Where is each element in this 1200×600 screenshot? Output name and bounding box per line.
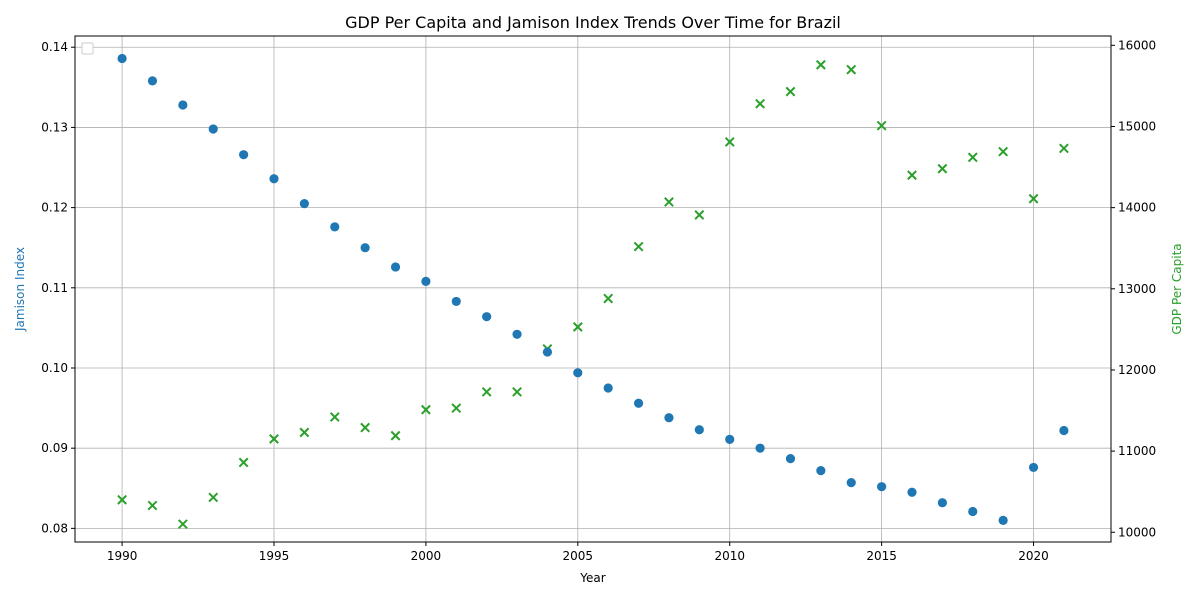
jamison-index-point (482, 312, 492, 322)
gdp-per-capita-point (694, 210, 705, 220)
jamison-index-point (603, 383, 613, 393)
gdp-per-capita-point (603, 293, 614, 304)
gdp-per-capita-point (724, 136, 735, 147)
x-tick-label: 2010 (714, 549, 745, 563)
jamison-index-point (390, 262, 401, 272)
y-left-tick-label: 0.11 (41, 281, 68, 295)
y-right-tick-label: 16000 (1118, 38, 1156, 52)
y-right-tick-label: 15000 (1118, 119, 1156, 133)
x-axis-label: Year (579, 571, 605, 585)
chart-title: GDP Per Capita and Jamison Index Trends … (345, 13, 841, 32)
jamison-index-point (512, 329, 522, 339)
y-left-tick-label: 0.14 (41, 40, 68, 54)
jamison-index-point (998, 515, 1008, 525)
gdp-per-capita-point (907, 170, 917, 181)
legend-box (81, 42, 94, 55)
gdp-per-capita-point (755, 98, 766, 109)
gdp-per-capita-point (117, 494, 127, 505)
jamison-index-point (147, 76, 158, 86)
gdp-per-capita-point (238, 457, 249, 468)
gdp-per-capita-series (117, 59, 1069, 530)
gdp-per-capita-point (998, 146, 1009, 157)
y-axis-right: 10000 11000 12000 13000 14000 15000 16000 (1111, 38, 1156, 539)
y-left-tick-label: 0.09 (41, 441, 68, 455)
jamison-index-point (846, 478, 856, 488)
jamison-index-point (330, 222, 340, 232)
jamison-index-point (664, 413, 674, 423)
gdp-per-capita-point (876, 120, 887, 131)
x-tick-label: 2005 (563, 549, 594, 563)
y-left-tick-label: 0.12 (41, 201, 68, 215)
jamison-index-point (1059, 425, 1069, 436)
y-right-tick-label: 10000 (1118, 525, 1156, 539)
gdp-per-capita-point (967, 152, 978, 163)
gdp-per-capita-point (572, 322, 583, 332)
jamison-index-point (937, 498, 947, 508)
gdp-per-capita-point (299, 427, 310, 438)
gdp-per-capita-point (329, 412, 340, 422)
y-right-tick-label: 11000 (1118, 444, 1156, 458)
x-tick-label: 2000 (411, 549, 442, 563)
jamison-index-point (360, 243, 370, 253)
gdp-per-capita-point (360, 422, 371, 433)
gdp-per-capita-point (1028, 193, 1039, 204)
jamison-index-point (299, 198, 309, 209)
y-left-tick-label: 0.08 (41, 521, 68, 535)
y-axis-left-label: Jamison Index (13, 247, 27, 332)
jamison-index-point (269, 174, 279, 184)
jamison-index-point (208, 124, 218, 134)
gdp-per-capita-point (512, 386, 522, 397)
jamison-index-series (117, 53, 1069, 525)
jamison-index-point (816, 466, 826, 476)
x-tick-label: 1990 (107, 549, 138, 563)
jamison-index-point (785, 454, 796, 464)
gdp-per-capita-point (846, 64, 857, 75)
y-right-tick-label: 13000 (1118, 282, 1156, 296)
y-left-tick-label: 0.13 (41, 120, 68, 134)
grid (75, 36, 1111, 542)
jamison-index-point (694, 425, 704, 435)
y-right-tick-label: 12000 (1118, 363, 1156, 377)
jamison-index-point (117, 53, 127, 64)
jamison-index-point (725, 434, 735, 444)
jamison-index-point (451, 296, 461, 307)
jamison-index-point (968, 506, 978, 517)
jamison-index-point (573, 368, 583, 378)
x-tick-label: 2015 (866, 549, 897, 563)
x-axis: 1990 1995 2000 2005 2010 2015 2020 (107, 542, 1049, 563)
jamison-index-point (633, 398, 644, 408)
gdp-per-capita-point (208, 492, 219, 503)
jamison-index-point (755, 443, 765, 453)
gdp-per-capita-point (147, 500, 158, 511)
jamison-index-point (907, 487, 917, 497)
gdp-per-capita-point (481, 386, 492, 397)
gdp-per-capita-point (785, 86, 796, 97)
gdp-per-capita-point (937, 163, 948, 174)
x-tick-label: 1995 (259, 549, 290, 563)
y-axis-left: 0.08 0.09 0.10 0.11 0.12 0.13 0.14 (41, 40, 75, 535)
gdp-per-capita-point (815, 59, 826, 70)
gdp-per-capita-point (1059, 143, 1069, 154)
y-left-tick-label: 0.10 (41, 361, 68, 375)
gdp-per-capita-point (390, 430, 401, 441)
gdp-per-capita-point (451, 403, 462, 414)
jamison-index-point (239, 150, 249, 160)
jamison-index-point (1028, 462, 1039, 473)
x-tick-label: 2020 (1018, 549, 1049, 563)
y-right-tick-label: 14000 (1118, 201, 1156, 215)
gdp-per-capita-point (664, 197, 674, 207)
gdp-per-capita-point (177, 519, 188, 530)
jamison-index-point (542, 347, 553, 357)
jamison-index-point (178, 100, 188, 110)
gdp-per-capita-point (269, 434, 279, 444)
jamison-index-point (877, 482, 887, 492)
gdp-per-capita-point (420, 404, 431, 415)
jamison-index-point (421, 276, 431, 286)
y-axis-right-label: GDP Per Capita (1170, 243, 1184, 334)
gdp-per-capita-point (633, 241, 644, 252)
